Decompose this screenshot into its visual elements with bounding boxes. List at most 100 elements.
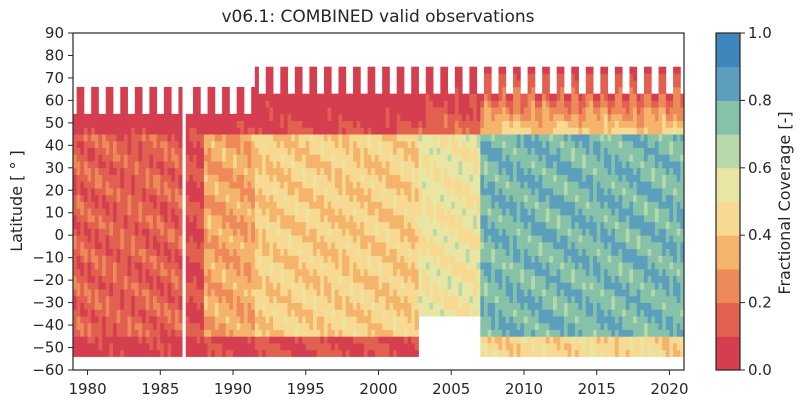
heatmap-cell (473, 167, 478, 175)
heatmap-cell (87, 349, 92, 357)
heatmap-cell (131, 147, 136, 155)
heatmap-cell (498, 147, 503, 155)
heatmap-cell (156, 181, 161, 189)
heatmap-cell (113, 214, 118, 223)
heatmap-cell (411, 248, 416, 256)
heatmap-cell (91, 275, 96, 283)
heatmap-cell (196, 147, 201, 155)
heatmap-cell (480, 194, 485, 202)
heatmap-cell (193, 309, 198, 317)
heatmap-cell (447, 107, 452, 115)
heatmap-cell (280, 100, 285, 108)
heatmap-cell (214, 188, 219, 196)
heatmap-cell (473, 241, 478, 250)
heatmap-cell (367, 248, 372, 256)
heatmap-cell (105, 174, 110, 182)
heatmap-cell (87, 336, 92, 344)
heatmap-cell (273, 208, 278, 216)
heatmap-cell (363, 120, 368, 128)
heatmap-cell (222, 201, 227, 209)
heatmap-cell (349, 235, 354, 243)
heatmap-cell (327, 235, 332, 243)
heatmap-cell (476, 194, 481, 202)
heatmap-cell (342, 322, 347, 330)
heatmap-cell (389, 127, 394, 135)
heatmap-cell (163, 316, 168, 324)
heatmap-cell (214, 154, 219, 162)
heatmap-cell (178, 181, 183, 189)
heatmap-cell (127, 140, 132, 148)
heatmap-cell (105, 349, 110, 357)
heatmap-cell (185, 120, 190, 128)
heatmap-cell (363, 140, 368, 148)
heatmap-cell (320, 127, 325, 135)
heatmap-cell (258, 336, 263, 344)
heatmap-cell (454, 174, 459, 182)
heatmap-cell (309, 93, 314, 101)
heatmap-cell (440, 140, 445, 148)
heatmap-cell (334, 161, 339, 169)
heatmap-cell (505, 194, 510, 202)
heatmap-cell (207, 134, 212, 142)
heatmap-cell (291, 275, 296, 283)
heatmap-cell (185, 174, 190, 182)
heatmap-cell (480, 127, 485, 135)
heatmap-cell (338, 275, 343, 283)
heatmap-cell (138, 241, 143, 250)
heatmap-cell (138, 140, 143, 148)
heatmap-cell (411, 107, 416, 115)
heatmap-cell (538, 214, 543, 223)
heatmap-cell (313, 147, 318, 155)
heatmap-cell (313, 73, 318, 81)
heatmap-cell (120, 248, 125, 256)
heatmap-cell (534, 188, 539, 196)
heatmap-cell (454, 100, 459, 108)
heatmap-cell (76, 120, 81, 128)
heatmap-cell (265, 349, 270, 357)
heatmap-cell (513, 329, 518, 337)
heatmap-cell (443, 80, 448, 88)
heatmap-cell (393, 241, 398, 250)
heatmap-cell (523, 214, 529, 223)
heatmap-cell (73, 188, 78, 196)
heatmap-cell (505, 167, 510, 175)
heatmap-cell (454, 289, 459, 297)
heatmap-cell (422, 167, 427, 175)
heatmap-cell (102, 289, 107, 297)
heatmap-cell (429, 282, 434, 290)
heatmap-cell (378, 140, 383, 148)
heatmap-cell (196, 282, 201, 290)
heatmap-cell (193, 181, 198, 189)
heatmap-cell (127, 241, 132, 250)
heatmap-cell (196, 302, 201, 310)
heatmap-cell (327, 154, 332, 162)
heatmap-cell (211, 127, 216, 135)
heatmap-cell (342, 147, 347, 155)
heatmap-cell (353, 73, 358, 81)
heatmap-cell (378, 134, 383, 142)
heatmap-cell (80, 255, 85, 263)
heatmap-cell (363, 289, 368, 297)
heatmap-cell (196, 275, 201, 283)
heatmap-cell (385, 309, 390, 317)
heatmap-cell (160, 188, 165, 196)
heatmap-cell (451, 282, 456, 290)
heatmap-cell (142, 336, 147, 344)
heatmap-cell (283, 322, 288, 330)
heatmap-cell (403, 208, 408, 216)
heatmap-cell (302, 93, 307, 101)
heatmap-cell (498, 161, 503, 169)
heatmap-cell (160, 134, 165, 142)
heatmap-cell (131, 349, 136, 357)
heatmap-cell (425, 120, 430, 128)
heatmap-cell (436, 140, 441, 148)
heatmap-cell (462, 140, 467, 148)
heatmap-cell (94, 322, 99, 330)
heatmap-cell (280, 154, 285, 162)
heatmap-cell (374, 235, 379, 243)
heatmap-cell (94, 181, 99, 189)
heatmap-cell (494, 93, 499, 101)
heatmap-cell (131, 201, 136, 209)
heatmap-cell (258, 309, 263, 317)
heatmap-cell (451, 188, 456, 196)
